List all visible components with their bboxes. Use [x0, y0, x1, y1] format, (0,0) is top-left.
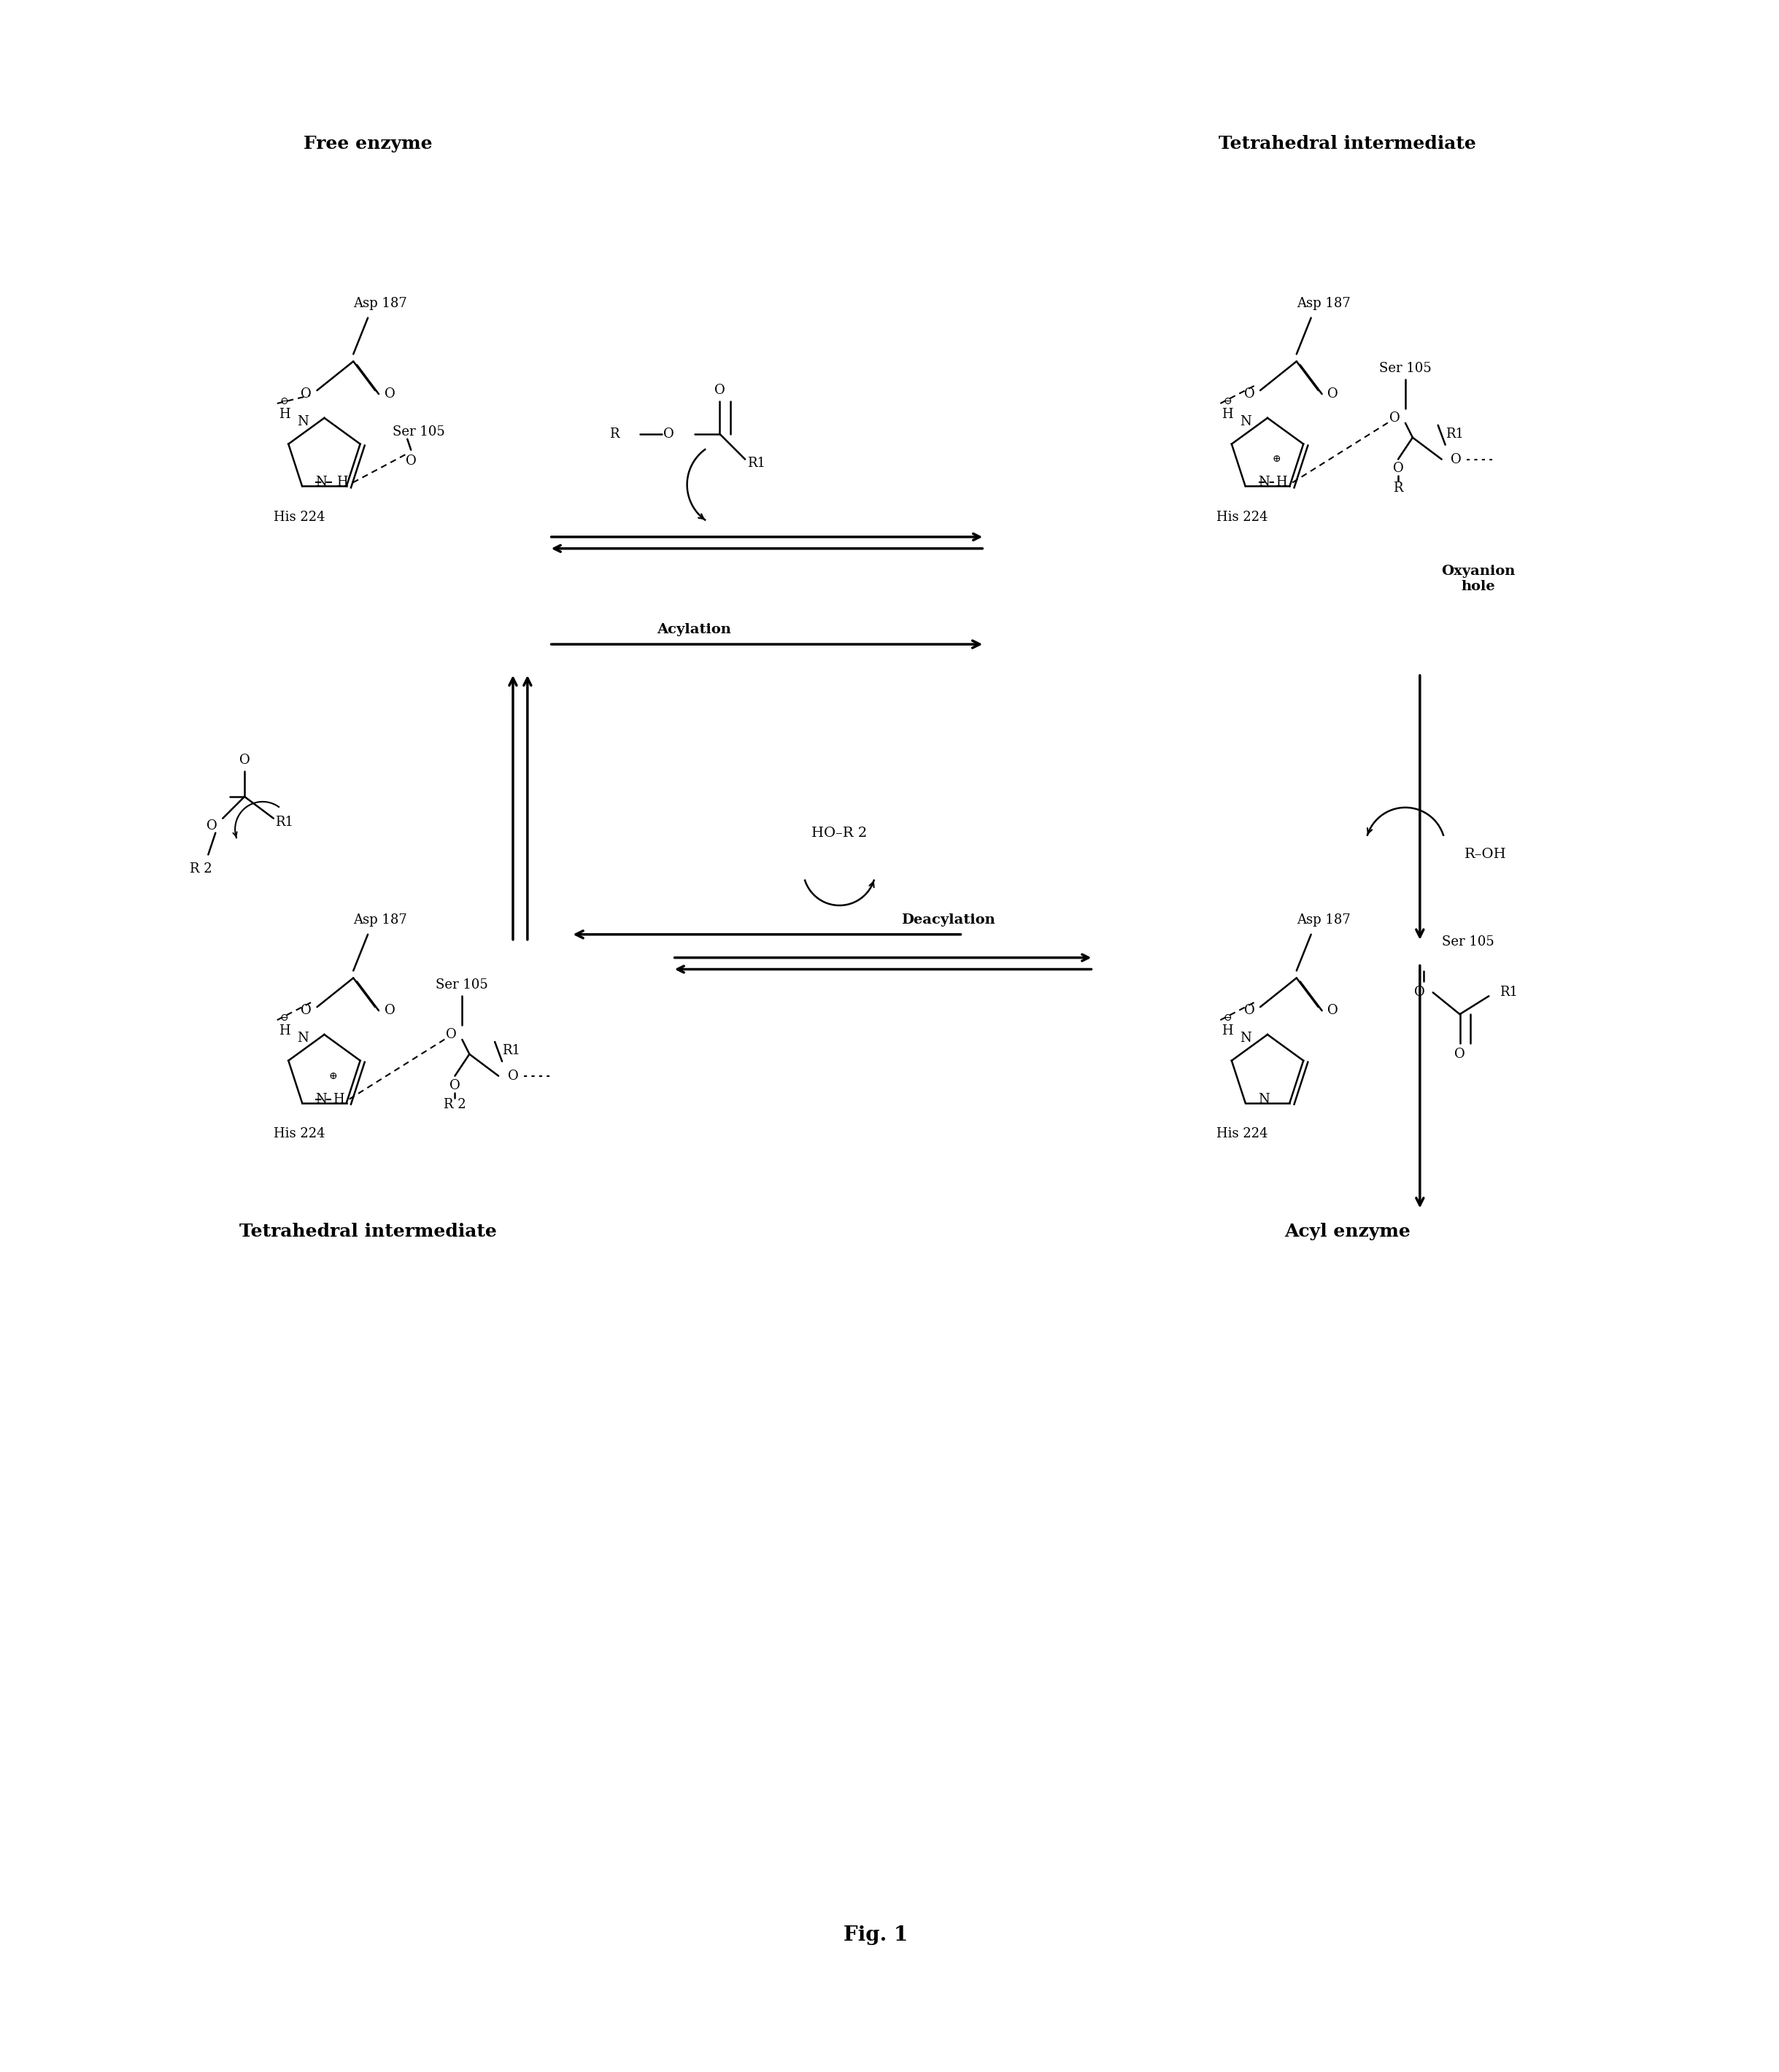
- Text: Asp 187: Asp 187: [354, 914, 407, 926]
- Text: ⊕: ⊕: [329, 1071, 338, 1082]
- Text: N: N: [315, 1092, 327, 1106]
- Text: Fig. 1: Fig. 1: [843, 1925, 907, 1946]
- Text: Tetrahedral intermediate: Tetrahedral intermediate: [238, 1222, 496, 1241]
- Text: N: N: [1240, 414, 1252, 429]
- Text: O: O: [384, 1005, 395, 1017]
- Text: N: N: [297, 1032, 308, 1044]
- Text: ⊖: ⊖: [279, 396, 288, 406]
- Text: H: H: [279, 408, 290, 421]
- Text: N: N: [297, 414, 308, 429]
- Text: O: O: [447, 1028, 457, 1040]
- Text: O: O: [1414, 986, 1425, 999]
- Text: R: R: [610, 427, 619, 441]
- Text: ⊕: ⊕: [1272, 454, 1281, 464]
- Text: H: H: [1222, 1024, 1233, 1038]
- Text: His 224: His 224: [1217, 1127, 1268, 1140]
- Text: H: H: [279, 1024, 290, 1038]
- Text: His 224: His 224: [274, 1127, 326, 1140]
- Text: Ser 105: Ser 105: [1379, 363, 1432, 375]
- Text: O: O: [301, 387, 311, 400]
- Text: N: N: [1240, 1032, 1252, 1044]
- Text: Tetrahedral intermediate: Tetrahedral intermediate: [1219, 135, 1477, 153]
- Text: H: H: [333, 1092, 343, 1106]
- Text: Ser 105: Ser 105: [436, 978, 487, 992]
- Text: Deacylation: Deacylation: [902, 914, 994, 926]
- Text: R 2: R 2: [443, 1098, 466, 1111]
- Text: O: O: [1389, 412, 1400, 425]
- Text: R: R: [1393, 483, 1404, 495]
- Text: O: O: [1327, 387, 1338, 400]
- Text: O: O: [206, 818, 217, 833]
- Text: N: N: [1258, 477, 1270, 489]
- Text: Oxyanion
hole: Oxyanion hole: [1441, 566, 1516, 593]
- Text: R1: R1: [1445, 427, 1464, 441]
- Text: H: H: [336, 477, 347, 489]
- Text: Asp 187: Asp 187: [1297, 296, 1350, 311]
- Text: Asp 187: Asp 187: [1297, 914, 1350, 926]
- Text: Ser 105: Ser 105: [393, 425, 445, 439]
- Text: ⊖: ⊖: [1224, 396, 1231, 406]
- Text: R 2: R 2: [190, 862, 212, 876]
- Text: ⊖: ⊖: [1224, 1013, 1231, 1024]
- Text: His 224: His 224: [1217, 512, 1268, 524]
- Text: O: O: [664, 427, 674, 441]
- Text: His 224: His 224: [274, 512, 326, 524]
- Text: H: H: [1276, 477, 1288, 489]
- Text: O: O: [1244, 387, 1254, 400]
- Text: HO–R 2: HO–R 2: [811, 827, 866, 839]
- Text: R–OH: R–OH: [1464, 847, 1507, 862]
- Text: Ser 105: Ser 105: [1441, 934, 1494, 949]
- Text: R1: R1: [747, 456, 765, 470]
- Text: R1: R1: [1500, 986, 1517, 999]
- Text: O: O: [384, 387, 395, 400]
- Text: Free enzyme: Free enzyme: [304, 135, 432, 153]
- Text: O: O: [450, 1080, 461, 1092]
- Text: Asp 187: Asp 187: [354, 296, 407, 311]
- Text: ⊖: ⊖: [279, 1013, 288, 1024]
- Text: O: O: [1455, 1048, 1466, 1061]
- Text: O: O: [507, 1069, 518, 1082]
- Text: R1: R1: [502, 1044, 519, 1057]
- Text: O: O: [1244, 1005, 1254, 1017]
- Text: Acylation: Acylation: [656, 624, 731, 636]
- Text: O: O: [1450, 452, 1462, 466]
- Text: Acyl enzyme: Acyl enzyme: [1284, 1222, 1411, 1241]
- Text: R1: R1: [276, 816, 294, 829]
- Text: O: O: [301, 1005, 311, 1017]
- Text: O: O: [238, 754, 249, 767]
- Text: N: N: [1258, 1092, 1270, 1106]
- Text: O: O: [1327, 1005, 1338, 1017]
- Text: O: O: [406, 454, 416, 468]
- Text: H: H: [1222, 408, 1233, 421]
- Text: N: N: [315, 477, 327, 489]
- Text: O: O: [1393, 462, 1404, 474]
- Text: O: O: [715, 383, 726, 398]
